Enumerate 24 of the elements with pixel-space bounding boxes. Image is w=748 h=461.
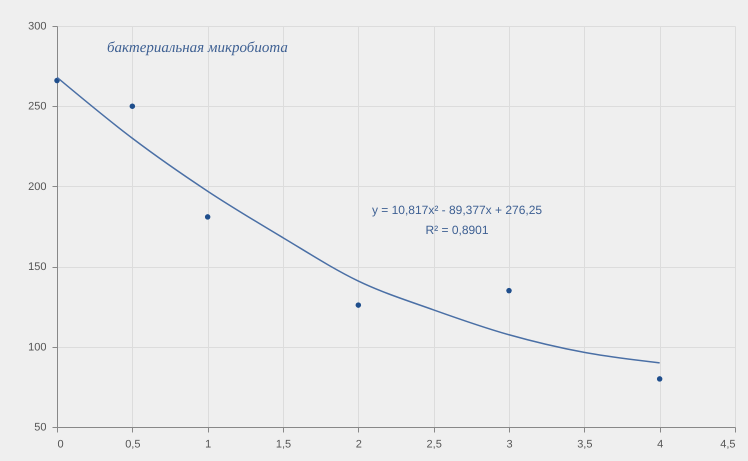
x-tick-label: 4 (657, 438, 664, 450)
x-tick-label: 3 (506, 438, 513, 450)
y-tick-label: 50 (34, 422, 46, 434)
x-tick-label: 0,5 (125, 438, 140, 450)
annotation: бактериальная микробиота (107, 40, 288, 56)
x-tick-label: 1 (205, 438, 212, 450)
point (656, 376, 662, 382)
y-tick-label: 300 (28, 20, 46, 32)
x-tick-label: 4,5 (720, 438, 736, 450)
x-tick-label: 2 (356, 438, 362, 450)
annotation: y = 10,817x² - 89,377x + 276,25 (372, 203, 542, 217)
y-tick-label: 100 (28, 341, 46, 354)
y-tick-label: 150 (28, 261, 46, 274)
annotation: R² = 0,8901 (425, 223, 489, 237)
point (204, 214, 210, 220)
x-tick-label: 3,5 (577, 438, 592, 450)
x-tick-label: 2,5 (426, 438, 442, 450)
y-tick-label: 250 (28, 100, 46, 113)
x-tick-label: 1,5 (276, 438, 292, 450)
x-tick-label: 0 (58, 438, 64, 450)
point (130, 103, 136, 109)
point (506, 288, 512, 294)
y-tick-label: 200 (28, 180, 46, 193)
point (356, 302, 362, 308)
